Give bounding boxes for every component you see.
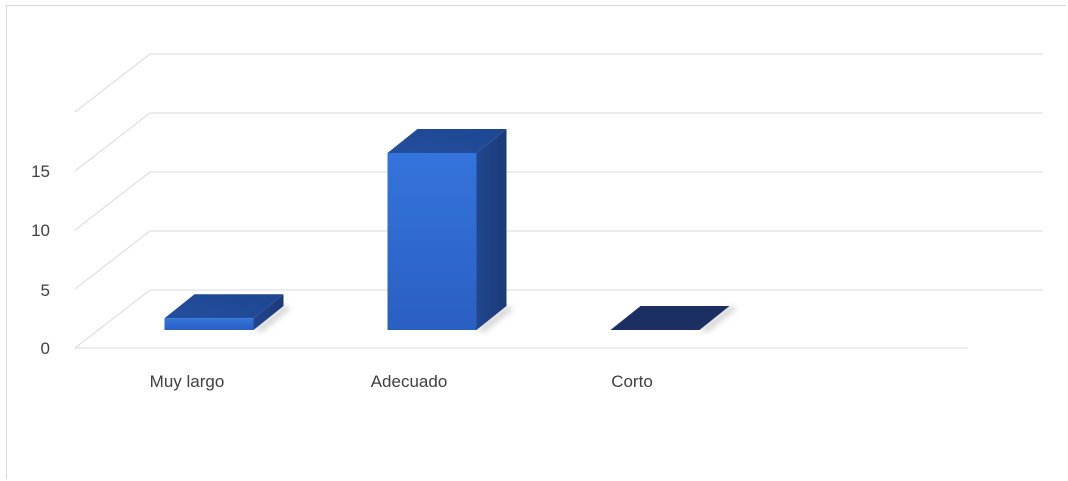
y-tick-0: 0 [41,339,50,358]
y-tick-5: 5 [41,281,50,300]
category-label-muy-largo: Muy largo [150,372,225,391]
y-tick-15: 15 [31,162,50,181]
gridline [74,112,1043,172]
bars [164,129,738,332]
gridline [74,53,1043,113]
bar-corto [610,306,738,332]
bar-adecuado [387,129,515,332]
y-axis-ticks: 0 5 10 15 [31,162,50,358]
category-label-corto: Corto [611,372,653,391]
chart-frame [6,5,1066,479]
gridline [74,230,1043,290]
y-tick-10: 10 [31,221,50,240]
gridline [74,289,1043,349]
x-axis-categories: Muy largo Adecuado Corto [150,372,653,391]
category-label-adecuado: Adecuado [371,372,448,391]
bar-muy-largo [164,294,292,332]
gridlines [74,53,1043,349]
gridline [74,171,1043,231]
